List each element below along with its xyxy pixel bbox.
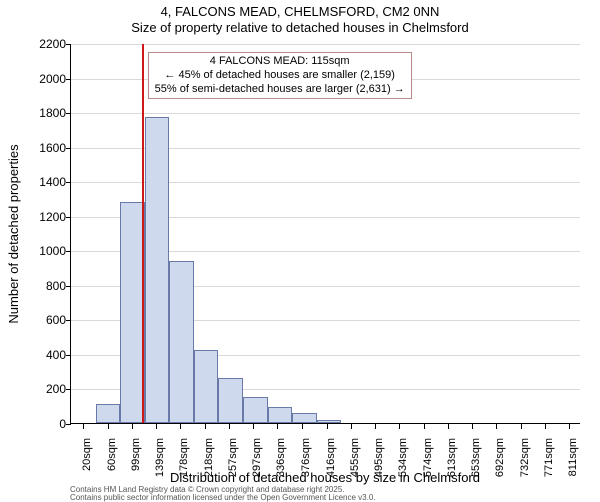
chart-container: 4, FALCONS MEAD, CHELMSFORD, CM2 0NN Siz… [0,0,600,500]
histogram-bar [317,420,342,423]
y-tick-mark [66,355,71,356]
y-tick-mark [66,251,71,252]
x-tick-mark [545,424,546,429]
histogram-bar [243,397,268,423]
gridline-h [71,44,580,45]
x-tick-mark [277,424,278,429]
x-tick-mark [375,424,376,429]
y-tick-mark [66,182,71,183]
y-tick-label: 1800 [26,106,66,120]
y-tick-mark [66,389,71,390]
y-tick-mark [66,217,71,218]
x-tick-mark [327,424,328,429]
x-tick-mark [521,424,522,429]
plot-area: 0200400600800100012001400160018002000220… [70,44,580,424]
x-tick-mark [424,424,425,429]
y-tick-mark [66,113,71,114]
histogram-bar [292,413,317,423]
y-tick-label: 2200 [26,37,66,51]
histogram-bar [194,350,219,423]
y-tick-label: 1400 [26,175,66,189]
chart-title-sub: Size of property relative to detached ho… [0,20,600,35]
x-tick-mark [205,424,206,429]
annotation-box: 4 FALCONS MEAD: 115sqm← 45% of detached … [148,52,412,99]
y-tick-label: 800 [26,279,66,293]
x-tick-mark [180,424,181,429]
x-tick-mark [229,424,230,429]
x-tick-mark [83,424,84,429]
y-tick-label: 2000 [26,72,66,86]
y-tick-mark [66,148,71,149]
histogram-bar [96,404,121,423]
y-tick-label: 200 [26,382,66,396]
histogram-bar [268,407,293,423]
y-tick-label: 0 [26,417,66,431]
annotation-line-1: 4 FALCONS MEAD: 115sqm [155,55,405,69]
y-tick-label: 1200 [26,210,66,224]
y-tick-mark [66,44,71,45]
histogram-bar [145,117,170,423]
chart-title-main: 4, FALCONS MEAD, CHELMSFORD, CM2 0NN [0,4,600,19]
histogram-bar [218,378,243,423]
x-tick-mark [253,424,254,429]
y-axis-title: Number of detached properties [6,144,21,323]
x-axis-title: Distribution of detached houses by size … [70,470,580,485]
x-tick-mark [156,424,157,429]
y-tick-mark [66,320,71,321]
annotation-line-3: 55% of semi-detached houses are larger (… [155,83,405,97]
y-tick-label: 1600 [26,141,66,155]
x-tick-mark [108,424,109,429]
x-tick-mark [472,424,473,429]
x-tick-mark [569,424,570,429]
gridline-h [71,113,580,114]
annotation-line-2: ← 45% of detached houses are smaller (2,… [155,69,405,83]
footer-line-2: Contains public sector information licen… [70,493,376,502]
x-tick-mark [132,424,133,429]
histogram-bar [169,261,194,423]
y-tick-mark [66,79,71,80]
x-tick-mark [399,424,400,429]
x-tick-mark [496,424,497,429]
y-tick-mark [66,424,71,425]
x-tick-mark [351,424,352,429]
x-tick-mark [448,424,449,429]
x-tick-mark [302,424,303,429]
reference-line [142,44,144,423]
y-tick-mark [66,286,71,287]
y-tick-label: 600 [26,313,66,327]
y-tick-label: 1000 [26,244,66,258]
y-tick-label: 400 [26,348,66,362]
